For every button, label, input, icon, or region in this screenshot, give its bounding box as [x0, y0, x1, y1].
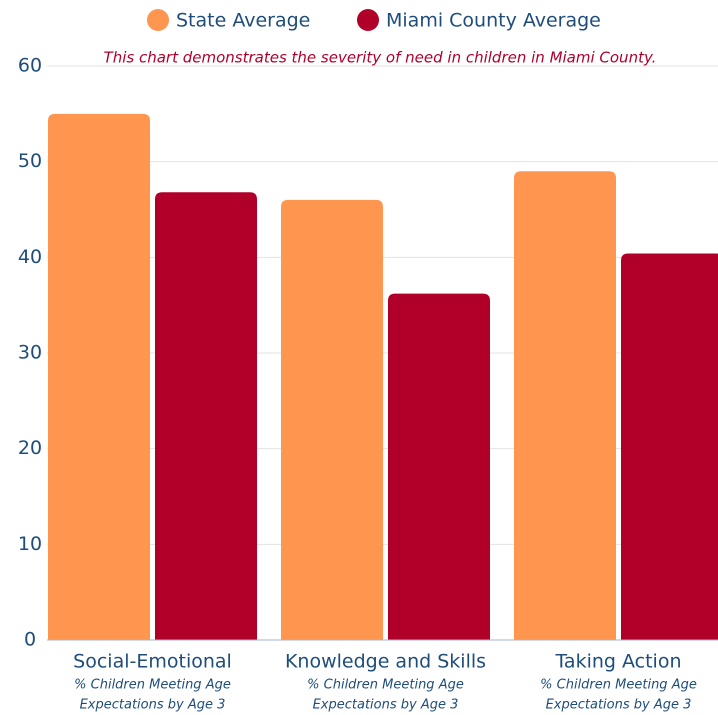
chart-note: This chart demonstrates the severity of …	[104, 49, 657, 67]
x-tick-sublabel: % Children Meeting Age	[307, 678, 464, 693]
y-tick-label: 20	[18, 437, 42, 459]
x-tick-sublabel: Expectations by Age 3	[546, 698, 692, 713]
x-tick-sublabel: Expectations by Age 3	[80, 698, 226, 713]
y-tick-label: 50	[18, 150, 42, 172]
y-tick-label: 60	[18, 55, 42, 77]
y-tick-label: 30	[18, 342, 42, 364]
bar	[514, 171, 616, 640]
bar	[388, 293, 490, 640]
bar	[281, 199, 383, 640]
x-tick-label: Knowledge and Skills	[285, 651, 486, 673]
bar	[621, 253, 718, 640]
legend-label: State Average	[176, 10, 310, 32]
y-tick-label: 10	[18, 533, 42, 555]
legend-swatch	[147, 9, 169, 31]
x-tick-label: Taking Action	[554, 651, 681, 673]
x-tick-sublabel: % Children Meeting Age	[540, 678, 697, 693]
bar	[155, 192, 257, 640]
y-tick-label: 0	[24, 629, 36, 651]
x-tick-label: Social-Emotional	[73, 651, 232, 673]
legend-swatch	[357, 9, 379, 31]
x-tick-sublabel: % Children Meeting Age	[74, 678, 231, 693]
x-tick-sublabel: Expectations by Age 3	[313, 698, 459, 713]
y-tick-label: 40	[18, 246, 42, 268]
bar	[48, 113, 150, 641]
legend-label: Miami County Average	[386, 10, 601, 32]
